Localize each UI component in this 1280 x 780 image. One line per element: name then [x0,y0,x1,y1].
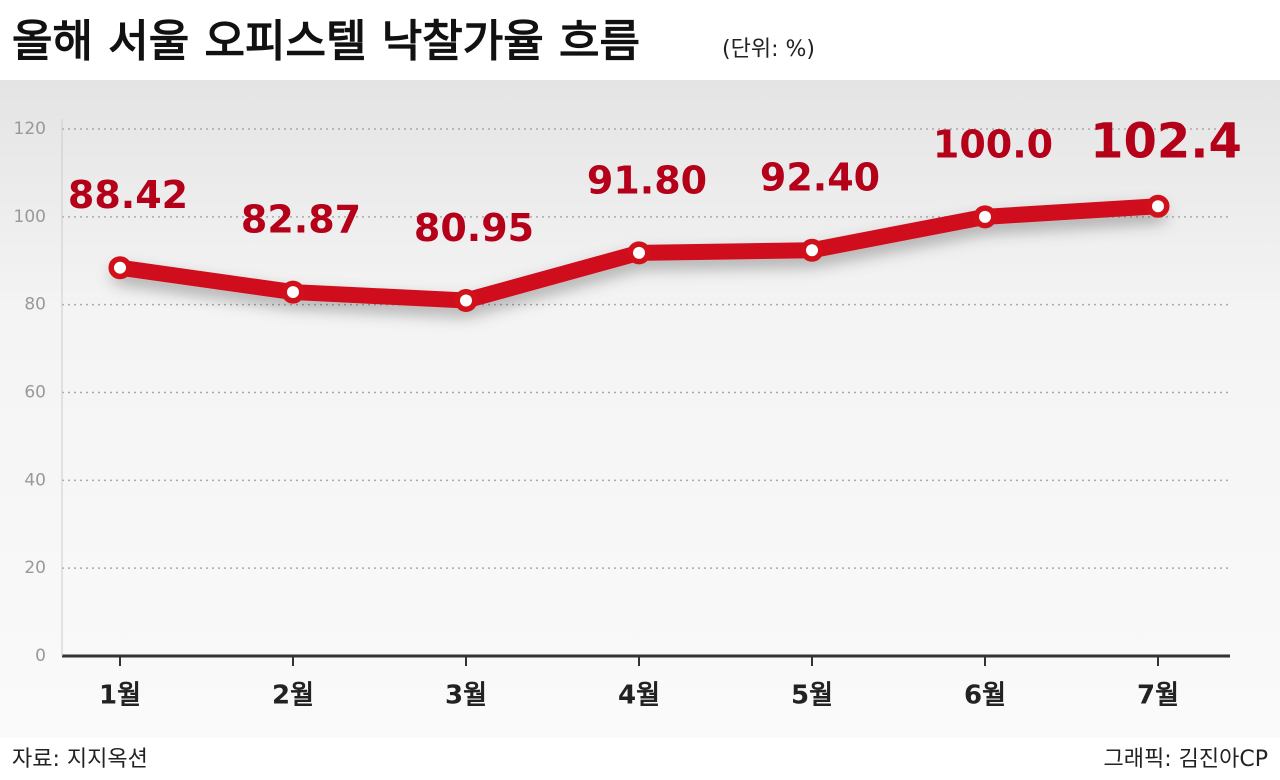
x-tick-label: 3월 [445,681,487,711]
value-label: 80.95 [414,206,534,250]
credit: 그래픽: 김진아CP [1104,747,1268,772]
x-tick-label: 7월 [1137,681,1179,711]
y-tick-label: 0 [35,646,46,666]
point-inner [979,210,991,223]
point-inner [1152,200,1164,213]
x-tick-label: 1월 [99,681,141,711]
y-tick-label: 100 [14,207,46,227]
value-label: 102.4 [1090,113,1242,169]
value-label: 92.40 [760,156,880,200]
y-tick-label: 40 [24,470,46,490]
x-tick-label: 5월 [791,681,833,711]
x-tick-label: 4월 [618,681,660,711]
y-tick-label: 20 [24,558,46,578]
x-tick-label: 6월 [964,681,1006,711]
chart-subtitle: (단위: %) [722,37,815,62]
y-tick-label: 60 [24,383,46,403]
value-label: 82.87 [241,198,361,242]
value-label: 100.0 [933,122,1053,166]
plot-background [0,80,1280,738]
point-inner [114,261,126,274]
value-label: 88.42 [68,173,188,217]
point-inner [460,294,472,307]
point-inner [287,286,299,299]
chart-title: 올해 서울 오피스텔 낙찰가율 흐름 [12,16,640,67]
x-tick-label: 2월 [272,681,314,711]
point-inner [633,246,645,259]
value-label: 91.80 [587,158,707,202]
point-inner [806,244,818,257]
y-tick-label: 120 [14,119,46,139]
source: 자료: 지지옥션 [12,747,148,772]
y-tick-label: 80 [24,295,46,315]
